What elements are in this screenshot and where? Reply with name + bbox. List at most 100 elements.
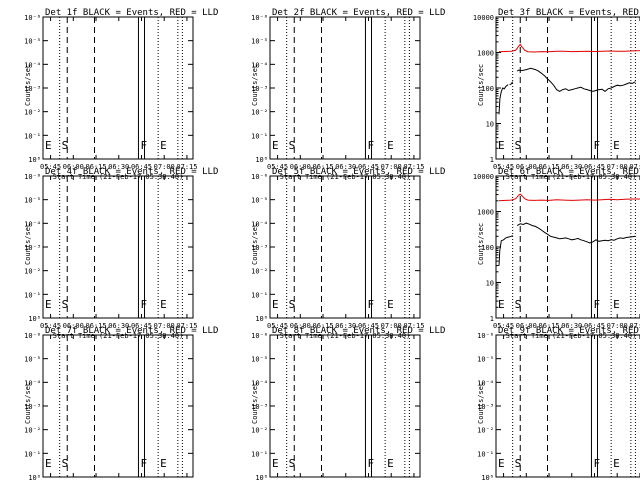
- y-tick-label: 10⁻¹: [24, 450, 41, 458]
- y-tick-label: 10: [486, 121, 494, 129]
- y-tick-label: 100: [481, 85, 494, 93]
- y-tick-label: 10⁻⁴: [251, 220, 268, 228]
- marker-label-F: F: [140, 139, 147, 152]
- x-tick-label: 06:15: [85, 322, 106, 330]
- series-events-black: [516, 67, 636, 93]
- marker-label-S: S: [289, 457, 296, 470]
- plot-frame: [495, 175, 640, 319]
- marker-label-E: E: [272, 139, 279, 152]
- x-tick-label: 06:00: [516, 322, 537, 330]
- x-tick-label: 05:45: [493, 322, 514, 330]
- marker-label-F: F: [140, 457, 147, 470]
- x-tick-label: 06:45: [131, 322, 152, 330]
- x-tick-label: 07:00: [607, 163, 628, 171]
- y-tick-label: 1000: [477, 50, 494, 58]
- y-tick-label: 10⁻⁶: [24, 173, 41, 181]
- y-axis-label: Counts/sec: [477, 64, 485, 106]
- y-tick-label: 10000: [473, 173, 494, 181]
- x-tick-label: 07:00: [381, 322, 402, 330]
- marker-label-F: F: [367, 139, 374, 152]
- marker-label-S: S: [515, 139, 522, 152]
- x-tick-label: 05:45: [267, 163, 288, 171]
- marker-label-E: E: [387, 457, 394, 470]
- y-tick-label: 10⁻²: [24, 427, 41, 435]
- marker-label-E: E: [387, 298, 394, 311]
- panel-title: Det 9f BLACK = Events, RED = LLD: [498, 326, 640, 336]
- panel-title: Det 5f BLACK = Events, RED = LLD: [272, 167, 445, 177]
- y-tick-label: 1: [490, 156, 494, 164]
- y-tick-label: 10⁻²: [251, 109, 268, 117]
- x-tick-label: 06:45: [358, 163, 379, 171]
- x-tick-label: 06:30: [335, 322, 356, 330]
- y-tick-label: 10⁻³: [24, 85, 41, 93]
- x-tick-label: 07:00: [607, 322, 628, 330]
- x-tick-label: 06:30: [108, 163, 129, 171]
- x-tick-label: 05:45: [493, 163, 514, 171]
- x-tick-label: 05:45: [40, 163, 61, 171]
- x-tick-label: 07:00: [154, 322, 175, 330]
- marker-label-S: S: [515, 457, 522, 470]
- plot-frame: [269, 16, 421, 160]
- x-tick-label: 06:30: [561, 163, 582, 171]
- y-axis-label: Counts/sec: [24, 223, 32, 265]
- x-tick-label: 06:00: [290, 322, 311, 330]
- panel-det-2: Det 2f BLACK = Events, RED = LLD Counts/s…: [251, 8, 445, 181]
- x-tick-label: 06:45: [584, 163, 605, 171]
- panel-det-9: Det 9f BLACK = Events, RED = LLD Counts/s…: [477, 326, 640, 480]
- marker-label-E: E: [387, 139, 394, 152]
- y-axis-label: Counts/sec: [477, 382, 485, 424]
- x-tick-label: 06:15: [85, 163, 106, 171]
- x-tick-label: 06:15: [312, 163, 333, 171]
- y-tick-label: 10⁰: [255, 156, 268, 164]
- marker-label-E: E: [272, 457, 279, 470]
- y-tick-label: 10⁻²: [251, 427, 268, 435]
- plot-frame: [42, 16, 194, 160]
- y-axis-label: Counts/sec: [251, 223, 259, 265]
- x-tick-label: 06:30: [108, 322, 129, 330]
- x-tick-label: 06:00: [63, 163, 84, 171]
- marker-label-E: E: [498, 457, 505, 470]
- y-axis-label: Counts/sec: [251, 64, 259, 106]
- panel-title: Det 8f BLACK = Events, RED = LLD: [272, 326, 445, 336]
- marker-label-F: F: [593, 298, 600, 311]
- x-tick-label: 06:15: [312, 322, 333, 330]
- marker-label-E: E: [613, 457, 620, 470]
- y-tick-label: 10⁻¹: [24, 132, 41, 140]
- x-tick-label: 06:30: [561, 322, 582, 330]
- marker-label-E: E: [45, 457, 52, 470]
- x-tick-label: 06:00: [516, 163, 537, 171]
- y-tick-label: 10⁰: [255, 474, 268, 480]
- y-tick-label: 10⁻³: [251, 85, 268, 93]
- panel-title: Det 1f BLACK = Events, RED = LLD: [45, 8, 218, 18]
- y-tick-label: 10⁻⁴: [24, 379, 41, 387]
- y-tick-label: 10⁻⁵: [24, 197, 41, 205]
- x-tick-label: 07:00: [154, 163, 175, 171]
- panel-det-6: Det 6f BLACK = Events, RED = LLD Counts/s…: [473, 167, 640, 340]
- x-tick-label: 06:45: [131, 163, 152, 171]
- marker-label-S: S: [289, 139, 296, 152]
- panel-det-4: Det 4f BLACK = Events, RED = LLD Counts/s…: [24, 167, 218, 340]
- x-tick-label: 06:30: [335, 163, 356, 171]
- y-axis-label: Counts/sec: [24, 64, 32, 106]
- series-events-black: [509, 81, 514, 86]
- y-tick-label: 10⁻¹: [251, 291, 268, 299]
- x-tick-label: 06:45: [358, 322, 379, 330]
- y-tick-label: 10⁻¹: [477, 450, 494, 458]
- x-axis-label: Start Time (21-Feb-17 05:38:40): [53, 332, 184, 340]
- x-tick-label: 06:15: [538, 163, 559, 171]
- y-tick-label: 10⁻⁴: [24, 61, 41, 69]
- y-tick-label: 10⁻⁴: [251, 61, 268, 69]
- y-tick-label: 10⁰: [28, 474, 41, 480]
- x-tick-label: 07:15: [176, 322, 197, 330]
- x-tick-label: 06:15: [538, 322, 559, 330]
- y-tick-label: 10⁻³: [24, 403, 41, 411]
- y-tick-label: 10: [486, 280, 494, 288]
- y-tick-label: 10⁻⁵: [251, 38, 268, 46]
- x-tick-label: 07:00: [381, 163, 402, 171]
- plot-frame: [495, 16, 640, 160]
- y-tick-label: 10⁻²: [24, 268, 41, 276]
- y-tick-label: 10⁰: [28, 156, 41, 164]
- panel-title: Det 4f BLACK = Events, RED = LLD: [45, 167, 218, 177]
- y-tick-label: 10⁻⁴: [24, 220, 41, 228]
- y-tick-label: 10⁻⁵: [251, 356, 268, 364]
